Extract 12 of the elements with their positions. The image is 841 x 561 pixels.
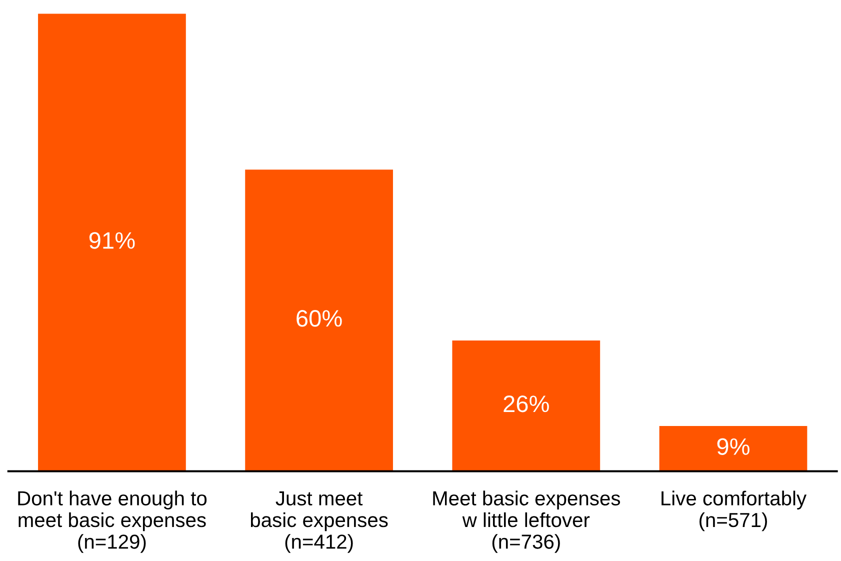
x-tick-label: Meet basic expenses w little leftover (n=736): [433, 490, 620, 553]
data-label: 60%: [296, 310, 342, 327]
bar: [245, 170, 393, 472]
x-tick-label: Live comfortably (n=571): [662, 490, 807, 532]
data-label: 9%: [717, 438, 750, 455]
bar: [38, 14, 186, 472]
bar: [452, 340, 600, 472]
x-tick-label: Don't have enough to meet basic expenses (n=129): [18, 490, 207, 553]
x-tick-label: Just meet basic expenses (n=412): [250, 491, 388, 553]
data-label: 91%: [89, 232, 135, 249]
data-label: 26%: [504, 396, 549, 412]
bar: [659, 426, 808, 472]
